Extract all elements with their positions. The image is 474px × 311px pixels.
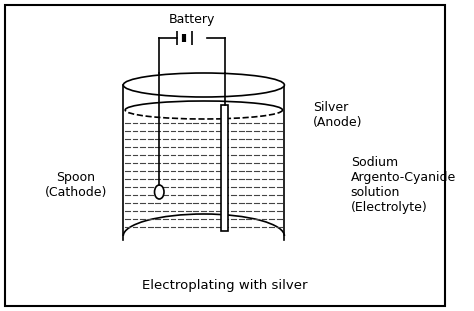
Ellipse shape xyxy=(155,185,164,199)
Text: Electroplating with silver: Electroplating with silver xyxy=(142,280,308,293)
Bar xyxy=(221,105,228,231)
Text: Sodium
Argento-Cyanide
solution
(Electrolyte): Sodium Argento-Cyanide solution (Electro… xyxy=(351,156,456,214)
Text: Battery: Battery xyxy=(169,13,215,26)
Text: Silver
(Anode): Silver (Anode) xyxy=(313,101,362,129)
Ellipse shape xyxy=(123,73,284,97)
Text: Spoon
(Cathode): Spoon (Cathode) xyxy=(45,171,107,199)
